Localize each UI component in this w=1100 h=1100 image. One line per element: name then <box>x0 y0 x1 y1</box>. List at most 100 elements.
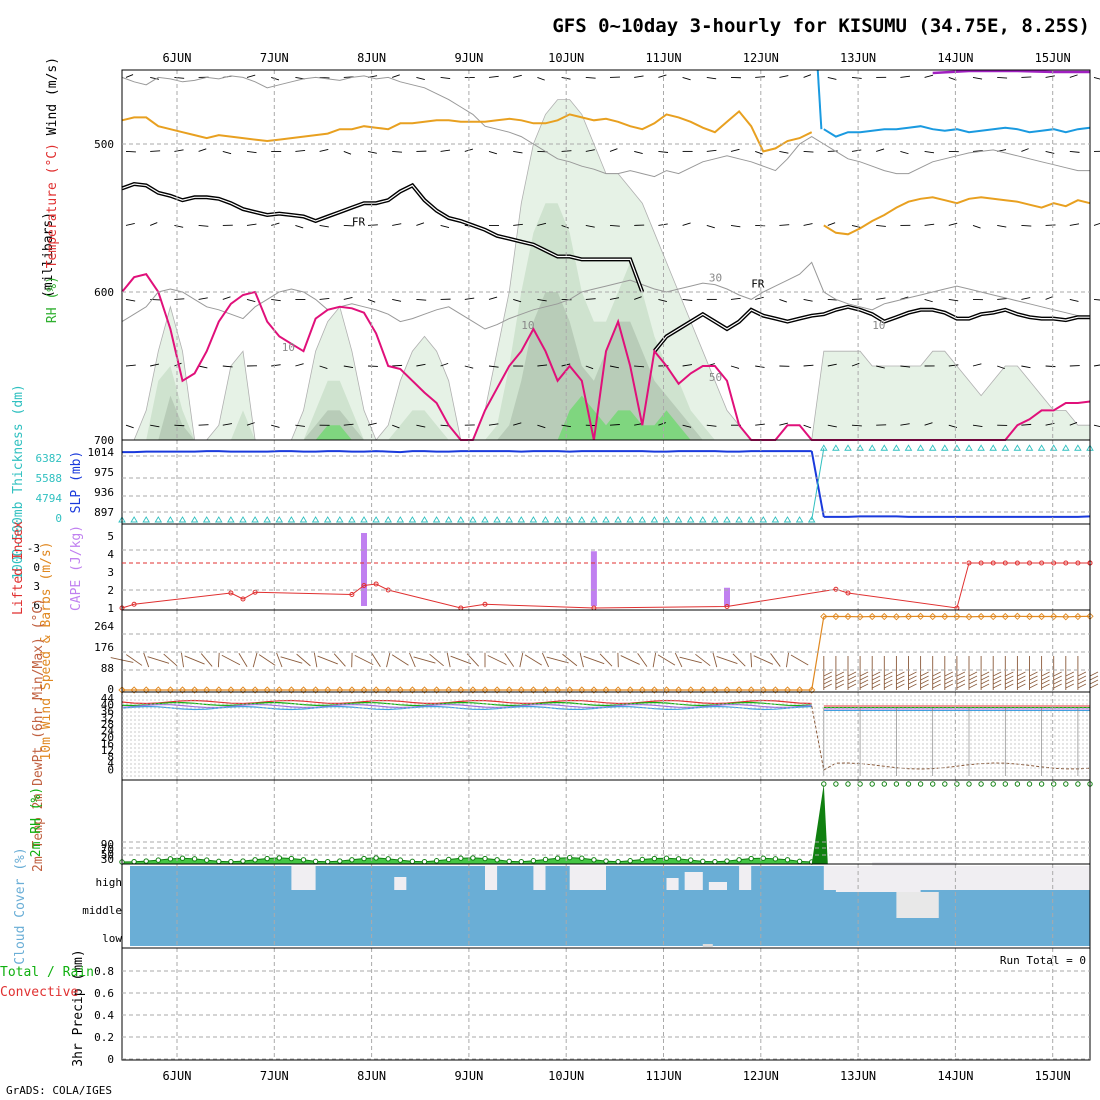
lifted-index-point <box>373 581 379 587</box>
wind10-barb <box>147 656 170 664</box>
upper-wind-barb <box>755 76 766 78</box>
upper-wind-barb <box>609 424 620 426</box>
wind10-jump <box>811 616 825 691</box>
rh2m-point <box>591 857 597 863</box>
wind10-tick: 264 <box>94 620 114 633</box>
wind10-barb-flag <box>944 679 953 685</box>
upper-wind-barb <box>416 298 427 301</box>
wind10-barb <box>583 655 605 665</box>
rh2m-point <box>554 855 561 861</box>
date-label-top: 9JUN <box>454 51 483 65</box>
thickness-marker <box>263 516 271 523</box>
temp2m-series-line <box>121 701 812 707</box>
wind10-marker <box>880 612 888 621</box>
upper-wind-barb <box>440 362 449 367</box>
thickness-marker <box>336 516 344 523</box>
wind10-barb <box>657 654 676 666</box>
thickness-marker <box>977 444 985 451</box>
upper-wind-barb <box>609 148 618 152</box>
thickness-marker <box>783 516 792 523</box>
thickness-marker <box>553 516 562 523</box>
wind10-marker <box>541 686 550 694</box>
thickness-marker <box>299 516 308 523</box>
wind10-barb <box>429 653 444 667</box>
upper-wind-barb <box>827 363 837 367</box>
upper-wind-barb <box>634 365 645 368</box>
wind10-marker <box>856 613 864 621</box>
wind10-barb-flag <box>932 675 941 681</box>
thickness-marker <box>904 444 913 451</box>
thickness-marker <box>965 444 973 451</box>
upper-wind-barb <box>900 150 909 155</box>
upper-wind-barb <box>392 424 400 429</box>
rh2m-point <box>724 858 730 864</box>
upper-wind-barb <box>803 424 812 429</box>
upper-wind-barb <box>827 76 837 80</box>
lifted-index-point <box>349 592 355 597</box>
wind10-barb <box>252 652 258 668</box>
wind10-marker <box>1025 612 1034 621</box>
precip-axis-label: 3hr Precip (mm) <box>71 949 86 1066</box>
upper-wind-barb <box>948 298 959 302</box>
wind10-marker <box>142 686 150 694</box>
thickness-axis-label: 1000-500mb Thickness (dm) <box>11 384 26 580</box>
temp2m-tick: 32 <box>101 712 114 725</box>
cloud-high-clear <box>823 866 1090 890</box>
wind10-marker <box>989 612 997 621</box>
rh2m-point <box>978 781 984 787</box>
upper-wind-barb <box>876 297 886 300</box>
rh2m-point <box>409 858 416 865</box>
upper-wind-barb <box>198 365 208 369</box>
wind10-tick: 176 <box>94 641 114 654</box>
wind10-marker <box>1001 612 1009 621</box>
upper-wind-barb <box>730 297 741 300</box>
upper-wind-barb <box>706 224 715 229</box>
thickness-marker <box>142 516 150 523</box>
wind10-barb-flag <box>920 679 929 685</box>
upper-wind-barb <box>198 224 209 227</box>
rh2m-point <box>942 781 948 787</box>
upper-wind-barb <box>513 150 523 154</box>
wind10-barb <box>599 653 613 667</box>
upper-wind-barb <box>198 148 207 152</box>
wind10-barb <box>181 652 184 668</box>
wind10-barb-flag <box>1005 679 1014 685</box>
rh2m-point <box>446 856 452 863</box>
lifted-index-point <box>228 590 234 596</box>
wind10-marker <box>662 686 671 694</box>
rh2m-point <box>228 858 234 865</box>
upper-wind-barb <box>972 224 981 229</box>
upper-wind-barb <box>682 424 692 428</box>
wind10-barb <box>143 652 150 668</box>
wind10-barb <box>753 655 774 665</box>
wind10-marker <box>287 686 296 694</box>
upper-wind-barb <box>609 365 619 369</box>
upper-wind-barb <box>295 224 304 229</box>
upper-y-tick: 600 <box>94 286 114 299</box>
upper-wind-barb <box>1045 296 1053 300</box>
thickness-marker <box>711 516 719 523</box>
upper-wind-barb <box>924 150 935 154</box>
wind10-barb-flag <box>1005 675 1014 681</box>
cloud-level-label: high <box>96 876 123 889</box>
upper-wind-barb <box>706 149 717 152</box>
wind10-barb-flag <box>1041 683 1050 689</box>
wind10-marker <box>553 686 562 694</box>
wind10-barb-flag <box>1053 679 1062 685</box>
wind10-marker <box>844 612 852 621</box>
upper-wind-barb <box>271 298 281 302</box>
temp2m-tick: 0 <box>107 764 114 777</box>
wind10-marker <box>154 686 162 694</box>
rh2m-tick: 90 <box>101 838 114 851</box>
dewpoint-line <box>811 705 1091 771</box>
upper-wind-barb <box>924 74 934 78</box>
rh2m-point <box>131 858 137 865</box>
wind10-barb-flag <box>884 683 893 689</box>
upper-wind-barb <box>779 224 790 226</box>
upper-wind-barb <box>295 149 306 152</box>
upper-wind-barb <box>585 149 595 152</box>
thickness-marker <box>202 516 211 523</box>
wind10-barb <box>409 652 416 668</box>
wind10-barb-flag <box>908 683 917 689</box>
wind10-marker <box>808 686 816 694</box>
